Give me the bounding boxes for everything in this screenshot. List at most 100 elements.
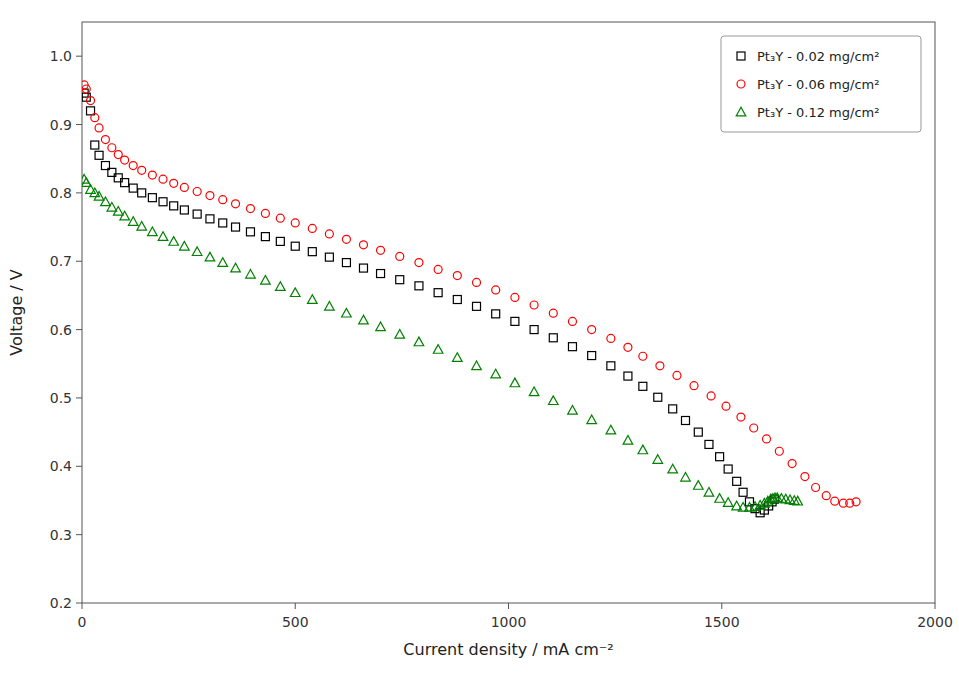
y-tick-label: 0.2 (50, 595, 72, 611)
point (739, 488, 747, 496)
legend-box (721, 36, 921, 132)
point (669, 405, 677, 413)
point (822, 492, 830, 500)
point (473, 278, 481, 286)
point (193, 210, 201, 218)
point (180, 241, 190, 250)
point (206, 215, 214, 223)
y-axis-label: Voltage / V (7, 269, 26, 356)
point (681, 472, 691, 481)
point (359, 315, 369, 324)
point (724, 465, 732, 473)
point (342, 259, 350, 267)
point (763, 435, 771, 443)
y-tick (76, 56, 82, 57)
point (170, 179, 178, 187)
y-tick-label: 0.3 (50, 527, 72, 543)
point (276, 282, 286, 291)
point (91, 141, 99, 149)
point (95, 151, 103, 159)
point (232, 223, 240, 231)
point (415, 282, 423, 290)
point (169, 237, 179, 246)
point (433, 345, 443, 354)
point (668, 464, 678, 473)
point (656, 362, 664, 370)
point (606, 425, 616, 434)
point (722, 402, 730, 410)
point (750, 424, 758, 432)
legend-marker (737, 52, 745, 60)
y-tick (76, 124, 82, 125)
point (206, 192, 214, 200)
point (359, 241, 367, 249)
point (376, 322, 386, 331)
point (158, 232, 168, 241)
legend: Pt₃Y - 0.02 mg/cm²Pt₃Y - 0.06 mg/cm²Pt₃Y… (721, 36, 921, 132)
point (290, 288, 300, 297)
point (192, 247, 202, 256)
point (219, 219, 227, 227)
x-tick (935, 603, 936, 609)
point (548, 396, 558, 405)
point (737, 413, 745, 421)
series (82, 81, 860, 507)
x-tick (295, 603, 296, 609)
point (91, 114, 99, 122)
x-tick-label: 500 (282, 614, 309, 630)
point (101, 197, 111, 206)
y-tick (76, 192, 82, 193)
point (148, 171, 156, 179)
y-tick (76, 534, 82, 535)
point (801, 473, 809, 481)
point (159, 198, 167, 206)
point (308, 224, 316, 232)
point (159, 175, 167, 183)
point (510, 378, 520, 387)
point (587, 415, 597, 424)
point (788, 460, 796, 468)
point (588, 352, 596, 360)
point (377, 270, 385, 278)
point (639, 352, 647, 360)
point (793, 496, 803, 505)
point (549, 334, 557, 342)
point (733, 477, 741, 485)
point (232, 200, 240, 208)
point (812, 483, 820, 491)
point (624, 372, 632, 380)
point (831, 497, 839, 505)
point (723, 498, 733, 507)
point (395, 330, 405, 339)
point (308, 248, 316, 256)
x-tick-label: 0 (78, 614, 87, 630)
point (568, 343, 576, 351)
y-tick-label: 0.8 (50, 185, 72, 201)
point (530, 326, 538, 334)
point (180, 206, 188, 214)
point (681, 416, 689, 424)
point (87, 97, 95, 105)
point (82, 85, 90, 93)
point (246, 228, 254, 236)
legend-marker (736, 107, 746, 116)
point (653, 455, 663, 464)
point (121, 179, 129, 187)
point (95, 124, 103, 132)
y-tick-label: 0.6 (50, 322, 72, 338)
point (129, 162, 137, 170)
point (219, 196, 227, 204)
point (492, 310, 500, 318)
point (121, 156, 129, 164)
legend-label: Pt₃Y - 0.12 mg/cm² (757, 105, 879, 120)
point (414, 337, 424, 346)
point (128, 217, 138, 226)
y-tick-label: 1.0 (50, 48, 72, 64)
data-marks (82, 81, 860, 517)
y-tick (76, 397, 82, 398)
point (588, 326, 596, 334)
point (693, 481, 703, 490)
point (654, 393, 662, 401)
point (453, 296, 461, 304)
point (246, 205, 254, 213)
